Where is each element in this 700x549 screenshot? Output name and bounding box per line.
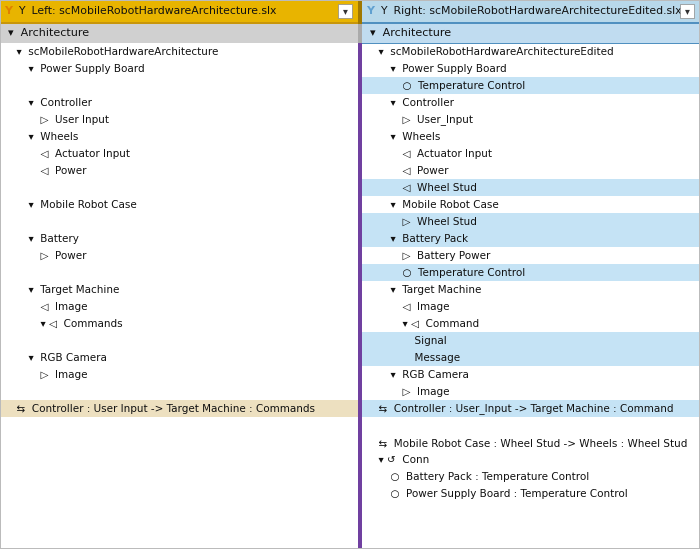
Text: ◁  Image: ◁ Image xyxy=(396,302,449,312)
Text: ▾  Power Supply Board: ▾ Power Supply Board xyxy=(384,64,507,74)
Bar xyxy=(362,24,700,43)
Text: Y  Right: scMobileRobotHardwareArchitectureEdited.slx: Y Right: scMobileRobotHardwareArchitectu… xyxy=(380,6,682,16)
Bar xyxy=(362,0,700,22)
Text: ▾  RGB Camera: ▾ RGB Camera xyxy=(22,353,107,363)
Bar xyxy=(0,548,700,549)
Bar xyxy=(362,43,700,549)
Bar xyxy=(358,24,362,43)
Bar xyxy=(0,22,358,24)
Text: ◁  Actuator Input: ◁ Actuator Input xyxy=(34,149,130,159)
Text: ▾  Controller: ▾ Controller xyxy=(384,98,454,108)
Text: ⇆  Controller : User_Input -> Target Machine : Command: ⇆ Controller : User_Input -> Target Mach… xyxy=(372,404,673,414)
Text: ▷  Battery Power: ▷ Battery Power xyxy=(396,251,491,261)
Text: ▷  Image: ▷ Image xyxy=(396,387,449,397)
Bar xyxy=(0,0,700,1)
Text: ▷  Wheel Stud: ▷ Wheel Stud xyxy=(396,217,477,227)
Text: ◁  Actuator Input: ◁ Actuator Input xyxy=(396,149,492,159)
Bar xyxy=(362,179,700,196)
Bar xyxy=(362,349,700,366)
Text: Signal: Signal xyxy=(408,336,447,346)
Text: ▷  User Input: ▷ User Input xyxy=(34,115,109,125)
Text: ▷  Power: ▷ Power xyxy=(34,251,87,261)
Text: ▾  Architecture: ▾ Architecture xyxy=(8,29,89,38)
Text: Y: Y xyxy=(4,6,12,16)
Text: ○  Power Supply Board : Temperature Control: ○ Power Supply Board : Temperature Contr… xyxy=(384,489,628,499)
Text: ▾ ◁  Command: ▾ ◁ Command xyxy=(396,319,479,329)
Text: ○  Battery Pack : Temperature Control: ○ Battery Pack : Temperature Control xyxy=(384,472,589,482)
Bar xyxy=(362,213,700,230)
Text: ▷  User_Input: ▷ User_Input xyxy=(396,115,473,126)
Text: ▾ ◁  Commands: ▾ ◁ Commands xyxy=(34,319,122,329)
Text: ▾  Architecture: ▾ Architecture xyxy=(370,29,451,38)
Bar xyxy=(0,0,358,22)
Bar xyxy=(0,24,358,43)
Bar xyxy=(362,77,700,94)
Text: ○  Temperature Control: ○ Temperature Control xyxy=(396,268,525,278)
Bar xyxy=(699,0,700,549)
Text: ▾  scMobileRobotHardwareArchitectureEdited: ▾ scMobileRobotHardwareArchitectureEdite… xyxy=(372,47,614,57)
Text: ▾  Target Machine: ▾ Target Machine xyxy=(22,285,120,295)
Bar xyxy=(0,43,358,549)
Bar xyxy=(362,400,700,417)
Bar xyxy=(0,0,1,549)
Text: Y  Left: scMobileRobotHardwareArchitecture.slx: Y Left: scMobileRobotHardwareArchitectur… xyxy=(18,6,276,16)
Text: ▾  scMobileRobotHardwareArchitecture: ▾ scMobileRobotHardwareArchitecture xyxy=(10,47,218,57)
Text: ▾  Battery: ▾ Battery xyxy=(22,234,79,244)
Bar xyxy=(338,4,352,18)
Text: ⇆  Controller : User Input -> Target Machine : Commands: ⇆ Controller : User Input -> Target Mach… xyxy=(10,404,315,414)
Text: ◁  Wheel Stud: ◁ Wheel Stud xyxy=(396,183,477,193)
Text: ▾  Target Machine: ▾ Target Machine xyxy=(384,285,482,295)
Text: ▾  Wheels: ▾ Wheels xyxy=(384,132,440,142)
Text: ▾  Battery Pack: ▾ Battery Pack xyxy=(384,234,468,244)
Text: ▾: ▾ xyxy=(685,6,690,16)
Bar xyxy=(362,264,700,281)
Bar xyxy=(680,4,694,18)
Text: ◁  Image: ◁ Image xyxy=(34,302,88,312)
Text: ▷  Image: ▷ Image xyxy=(34,370,88,380)
Text: ▾  Mobile Robot Case: ▾ Mobile Robot Case xyxy=(384,200,498,210)
Bar xyxy=(362,230,700,247)
Text: ▾  RGB Camera: ▾ RGB Camera xyxy=(384,370,469,380)
Text: ▾ ↺  Conn: ▾ ↺ Conn xyxy=(372,455,429,465)
Bar xyxy=(362,22,700,24)
Bar xyxy=(362,332,700,349)
Text: ⇆  Mobile Robot Case : Wheel Stud -> Wheels : Wheel Stud: ⇆ Mobile Robot Case : Wheel Stud -> Whee… xyxy=(372,438,687,448)
Text: ▾  Wheels: ▾ Wheels xyxy=(22,132,78,142)
Bar xyxy=(358,43,362,549)
Text: Y: Y xyxy=(366,6,374,16)
Text: ▾  Power Supply Board: ▾ Power Supply Board xyxy=(22,64,145,74)
Text: ▾  Mobile Robot Case: ▾ Mobile Robot Case xyxy=(22,200,136,210)
Text: ◁  Power: ◁ Power xyxy=(396,166,449,176)
Text: ◁  Power: ◁ Power xyxy=(34,166,87,176)
Text: Message: Message xyxy=(408,353,460,363)
Bar xyxy=(0,400,358,417)
Text: ○  Temperature Control: ○ Temperature Control xyxy=(396,81,525,91)
Bar xyxy=(362,43,700,44)
Text: ▾: ▾ xyxy=(342,6,347,16)
Text: ▾  Controller: ▾ Controller xyxy=(22,98,92,108)
Bar xyxy=(358,0,362,24)
